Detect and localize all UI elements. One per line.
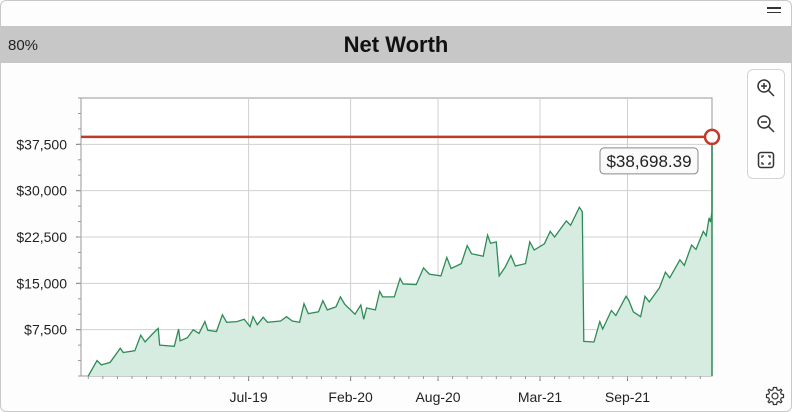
x-tick-label: Mar-21 (518, 389, 563, 405)
net-worth-chart[interactable]: $7,500 $15,000 $22,500 $30,000 $37,500 Jul-19… (1, 63, 746, 411)
x-tick-label: Sep-21 (605, 389, 650, 405)
net-worth-area (88, 136, 712, 376)
gear-icon[interactable] (765, 386, 785, 406)
current-value-marker (703, 128, 721, 146)
zoom-out-icon (757, 115, 775, 133)
zoom-level-label: 80% (8, 37, 39, 54)
zoom-out-button[interactable] (748, 106, 784, 142)
value-tooltip-label: $38,698.39 (606, 152, 691, 171)
zoom-in-button[interactable] (748, 70, 784, 106)
x-tick-label: Feb-20 (328, 389, 373, 405)
x-tick-label: Jul-19 (230, 389, 268, 405)
x-tick-label: Aug-20 (415, 389, 460, 405)
fit-screen-icon (757, 151, 775, 169)
widget-header: 80% Net Worth (1, 26, 791, 63)
y-tick-label: $22,500 (16, 229, 67, 245)
page-title: Net Worth (343, 32, 449, 57)
net-worth-line (87, 136, 713, 377)
zoom-in-icon (757, 79, 775, 97)
y-tick-label: $7,500 (24, 322, 67, 338)
chart-toolbar (747, 69, 785, 179)
value-tooltip (599, 147, 699, 175)
y-tick-label: $30,000 (16, 183, 67, 199)
y-tick-label: $37,500 (16, 136, 67, 152)
y-tick-label: $15,000 (16, 275, 67, 291)
hamburger-icon[interactable] (767, 7, 781, 17)
fit-screen-button[interactable] (748, 142, 784, 178)
